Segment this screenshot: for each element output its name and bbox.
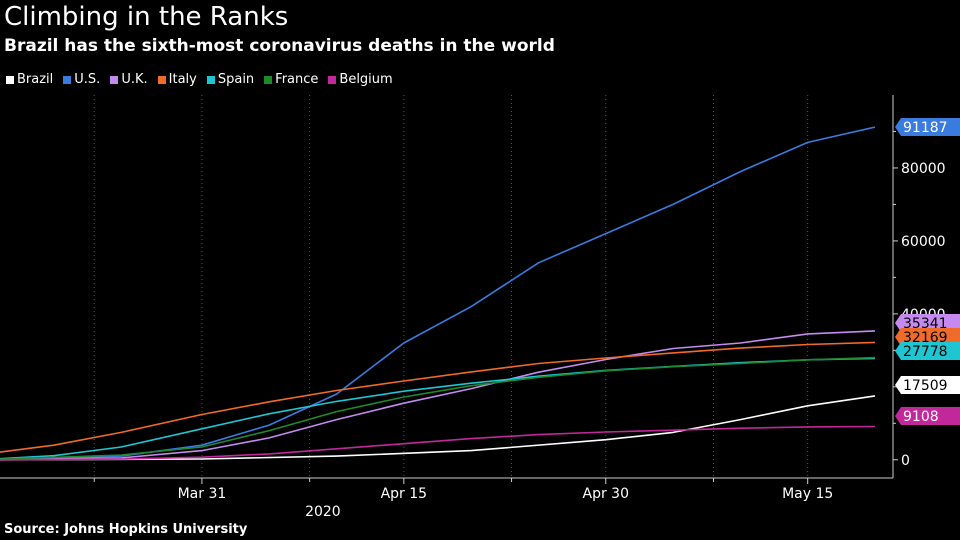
legend-item: Belgium xyxy=(328,72,393,87)
end-label-spain: 27778 xyxy=(895,342,960,360)
end-label-text: 91187 xyxy=(903,120,948,136)
series-line-belgium xyxy=(0,425,876,461)
legend-label: Brazil xyxy=(17,72,54,87)
legend-label: Spain xyxy=(217,72,255,87)
legend-swatch xyxy=(206,75,215,84)
y-tick-label: 60000 xyxy=(901,234,946,250)
legend-swatch xyxy=(157,75,166,84)
chart-subtitle: Brazil has the sixth-most coronavirus de… xyxy=(4,36,555,56)
grid xyxy=(93,95,809,478)
legend-label: Belgium xyxy=(339,72,393,87)
legend-label: Italy xyxy=(168,72,197,87)
legend-swatch xyxy=(6,75,14,84)
series-line-italy xyxy=(0,341,876,453)
legend-item: France xyxy=(264,72,318,87)
series-line-us xyxy=(0,126,876,461)
x-tick-label: Mar 31 xyxy=(178,486,227,502)
legend-swatch xyxy=(264,75,273,84)
x-tick-label: Apr 15 xyxy=(381,486,427,502)
series-line-france xyxy=(0,356,876,460)
legend-swatch xyxy=(63,75,72,84)
series-line-uk xyxy=(0,330,876,461)
series-line-brazil xyxy=(0,395,876,461)
y-tick-label: 0 xyxy=(901,453,910,469)
x-tick-label: May 15 xyxy=(782,486,833,502)
end-label-text: 9108 xyxy=(903,409,939,425)
legend-swatch xyxy=(110,75,119,84)
source-note: Source: Johns Hopkins University xyxy=(4,522,248,537)
x-year-label: 2020 xyxy=(305,504,341,520)
end-label-us: 91187 xyxy=(895,118,960,136)
x-tick-label: Apr 30 xyxy=(583,486,629,502)
legend-item: Brazil xyxy=(6,72,53,87)
y-tick-label: 80000 xyxy=(901,161,946,177)
legend-item: U.K. xyxy=(110,72,148,87)
legend-item: U.S. xyxy=(63,72,100,87)
end-label-brazil: 17509 xyxy=(895,376,960,394)
legend-item: Italy xyxy=(157,72,197,87)
legend-label: U.S. xyxy=(74,72,101,87)
chart-title: Climbing in the Ranks xyxy=(4,2,289,32)
end-label-text: 17509 xyxy=(903,378,948,394)
end-label-belgium: 9108 xyxy=(895,407,960,425)
legend-swatch xyxy=(328,75,337,84)
legend-item: Spain xyxy=(206,72,255,87)
legend-label: France xyxy=(275,72,319,87)
legend: Brazil U.S. U.K. Italy Spain France Belgium xyxy=(6,72,393,87)
series-lines xyxy=(0,126,876,461)
end-label-text: 27778 xyxy=(903,344,948,360)
series-line-spain xyxy=(0,357,876,460)
legend-label: U.K. xyxy=(121,72,148,87)
